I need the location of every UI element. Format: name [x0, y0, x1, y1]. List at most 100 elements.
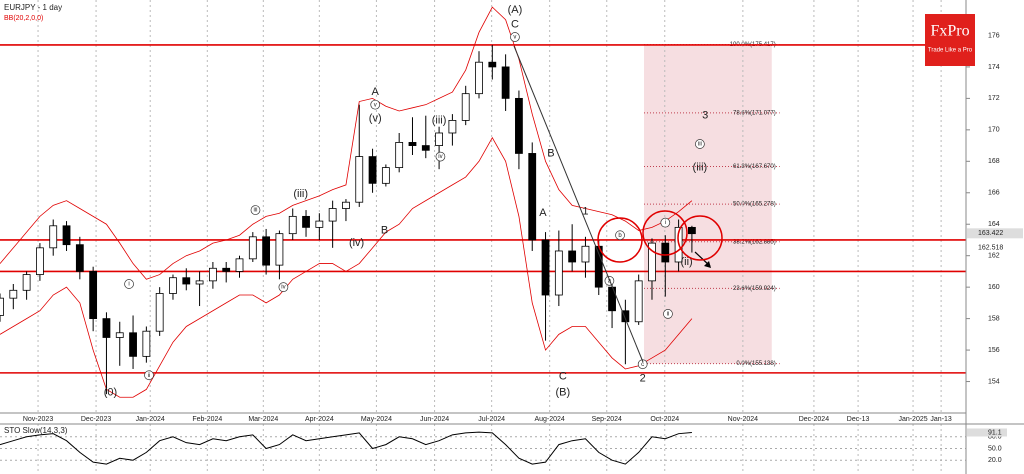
fib-label: 50.0%(165.278): [733, 202, 776, 208]
highlight-circle: [642, 210, 688, 256]
indicator-label: BB(20,2,0,0): [4, 15, 43, 22]
wave-label: B: [381, 224, 388, 236]
candle-body: [368, 156, 377, 184]
wave-label: b: [618, 233, 622, 239]
candle-body: [634, 280, 643, 323]
y-tick-label: 156: [988, 347, 1000, 354]
y-tick-label: 176: [988, 32, 1000, 39]
candle-body: [89, 271, 98, 320]
x-tick-label: Jan-13: [930, 416, 952, 423]
wave-circle: [124, 279, 134, 289]
candle-body: [541, 239, 550, 296]
candle-body: [315, 220, 324, 228]
trend-line: [513, 45, 644, 363]
candle-body: [688, 226, 696, 235]
x-tick-label: Jul-2024: [478, 416, 505, 423]
logo-tagline: Trade Like a Pro: [928, 48, 973, 54]
candle-body: [62, 225, 71, 246]
y-tick-label: 172: [988, 95, 1000, 102]
candle-body: [648, 242, 656, 282]
candle-body: [435, 132, 443, 146]
wave-label: (iii): [693, 162, 708, 174]
wave-label: B: [547, 147, 554, 159]
wave-label: 1: [582, 206, 588, 218]
candle-body: [581, 245, 590, 263]
bollinger-band: [0, 6, 693, 280]
candle-body: [155, 293, 164, 332]
x-tick-label: Apr-2024: [305, 416, 334, 423]
candle-body: [142, 330, 151, 357]
x-tick-label: Mar-2024: [248, 416, 278, 423]
wave-circle: [278, 282, 289, 293]
bollinger-band: [0, 136, 693, 398]
sto-current: 91.1: [988, 429, 1002, 436]
wave-label: c: [641, 362, 644, 368]
x-tick-label: Dec-13: [847, 416, 870, 423]
candle-body: [75, 244, 84, 272]
candle-body: [568, 250, 577, 263]
wave-circle: [144, 370, 154, 381]
candle-body: [475, 61, 483, 95]
x-tick-label: Jan-2025: [898, 416, 927, 423]
wave-label: (v): [369, 113, 382, 125]
candle-body: [222, 267, 231, 272]
candle-body: [395, 142, 404, 169]
wave-label: iii: [698, 142, 702, 148]
candle-body: [448, 120, 457, 134]
candle-body: [0, 297, 4, 316]
wave-label: (iii): [432, 114, 447, 126]
wave-circle: [435, 151, 446, 162]
wave-label: (A): [508, 4, 523, 16]
x-tick-label: Dec-2023: [81, 416, 111, 423]
wave-label: C: [511, 18, 519, 30]
candle-body: [275, 233, 284, 266]
candle-body: [22, 274, 31, 291]
candle-body: [195, 280, 204, 285]
chart-title: EURJPY - 1 day: [4, 3, 62, 12]
candle-body: [342, 201, 350, 209]
sto-tick-label: 80.0: [988, 434, 1002, 441]
candle-body: [288, 215, 297, 235]
fib-label: 61.8%(167.670): [733, 164, 776, 170]
wave-circle: [370, 99, 381, 110]
wave-label: v: [513, 35, 516, 41]
candle-body: [248, 236, 257, 260]
candle-body: [421, 145, 430, 151]
logo-box: [925, 14, 975, 66]
candle-body: [36, 247, 44, 275]
sto-title: STO Slow(14,3,3): [4, 426, 68, 435]
wave-label: ii: [667, 311, 670, 317]
sto-line: [0, 431, 692, 465]
fib-label: 78.6%(171.077): [733, 110, 776, 116]
highlight-circle: [597, 217, 643, 263]
wave-circle: [695, 139, 705, 149]
x-tick-label: Sep-2024: [592, 416, 622, 423]
price-marker-box: [967, 242, 1023, 253]
candle-body: [528, 153, 537, 241]
y-tick-label: 154: [988, 378, 1000, 385]
wave-circle: [660, 217, 671, 228]
x-tick-label: Feb-2024: [192, 416, 222, 423]
price-marker-box: [967, 228, 1023, 239]
wave-label: 2: [640, 372, 646, 384]
candle-body: [461, 93, 470, 121]
fib-label: 0.0%(155.138): [736, 361, 775, 367]
sto-current-box: [967, 428, 1007, 437]
wave-label: iv: [438, 154, 442, 160]
wave-label: (0): [104, 386, 117, 398]
candle-body: [235, 258, 244, 272]
candle-body: [355, 156, 364, 203]
highlight-circle: [677, 215, 723, 261]
wave-label: i: [128, 282, 129, 288]
candle-body: [488, 61, 497, 68]
candle-body: [501, 66, 510, 99]
candle-body: [302, 215, 310, 228]
y-tick-label: 166: [988, 190, 1000, 197]
candle-body: [9, 289, 18, 299]
candle-body: [381, 167, 390, 184]
wave-label: C: [559, 371, 567, 383]
y-tick-label: 174: [988, 64, 1000, 71]
wave-circle: [510, 32, 520, 42]
